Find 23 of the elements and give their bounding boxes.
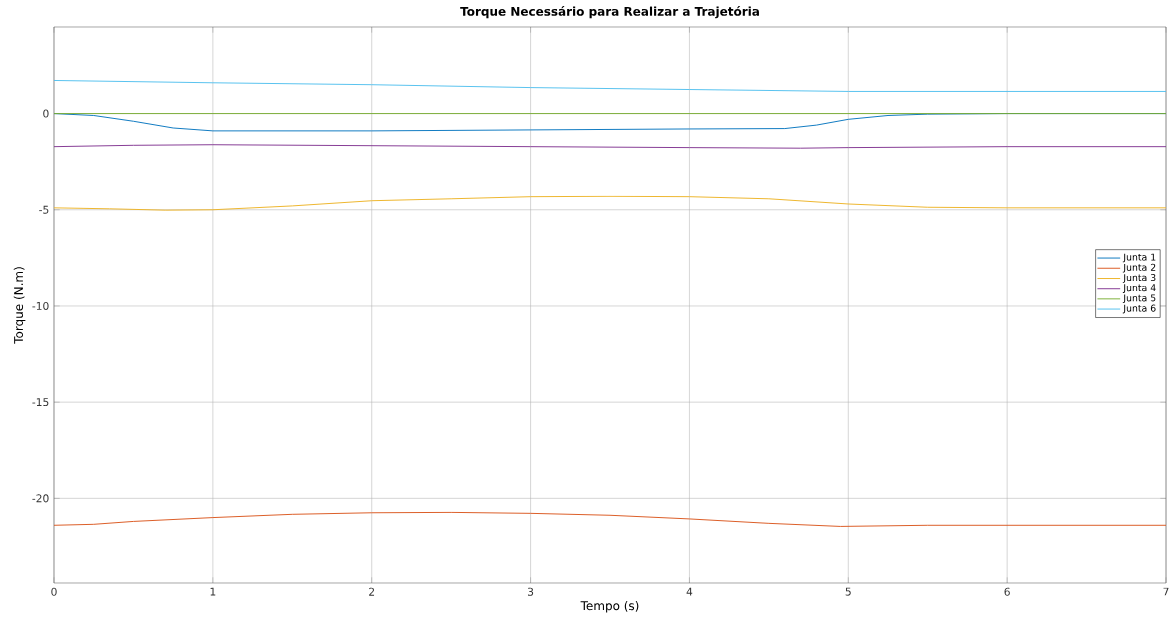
chart-title: Torque Necessário para Realizar a Trajetória [460, 6, 759, 19]
legend-label: Junta 3 [1122, 274, 1156, 283]
x-tick-label: 3 [528, 587, 534, 596]
legend-label: Junta 4 [1122, 284, 1156, 293]
legend-label: Junta 6 [1122, 304, 1156, 314]
line-series [54, 195, 1167, 211]
x-axis-title: Tempo (s) [580, 600, 639, 613]
y-tick-label: -10 [32, 301, 49, 310]
y-axis-title: Torque (N.m) [13, 267, 26, 344]
legend-label: Junta 2 [1122, 263, 1156, 273]
x-tick-label: 2 [369, 587, 375, 596]
x-tick-label: 1 [210, 587, 216, 596]
y-tick-label: -20 [32, 494, 49, 503]
x-tick-label: 5 [845, 587, 851, 596]
y-tick-label: -15 [32, 398, 49, 407]
x-tick-label: 0 [51, 587, 57, 596]
x-tick-label: 6 [1004, 587, 1010, 596]
legend-label: Junta 1 [1122, 253, 1156, 263]
legend-label: Junta 5 [1122, 294, 1156, 304]
y-tick-label: -5 [39, 205, 49, 214]
y-tick-label: 0 [43, 109, 49, 118]
x-tick-label: 7 [1163, 587, 1169, 596]
x-tick-label: 4 [686, 587, 693, 596]
